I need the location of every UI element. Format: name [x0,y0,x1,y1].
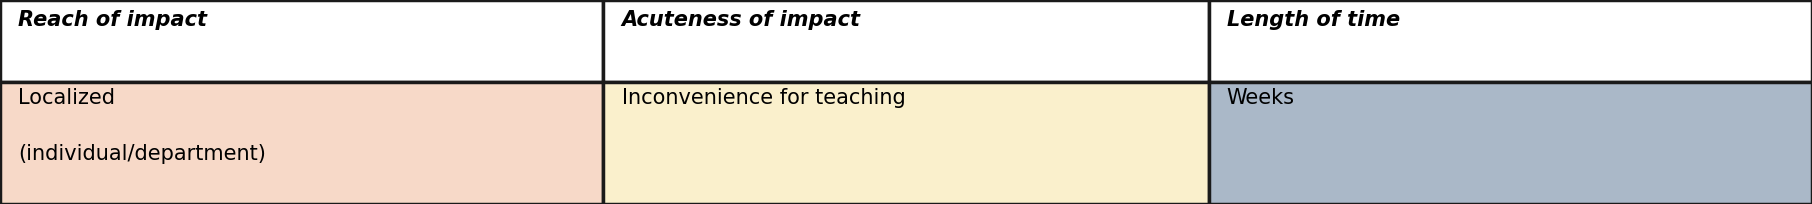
Bar [603,0,1209,82]
Text: Localized

(individual/department): Localized (individual/department) [18,88,266,164]
Bar [1209,0,1812,82]
Text: Length of time: Length of time [1227,10,1401,30]
Text: Acuteness of impact: Acuteness of impact [622,10,861,30]
Text: Reach of impact: Reach of impact [18,10,207,30]
Bar [0,0,603,82]
Text: Weeks: Weeks [1227,88,1296,108]
Bar [603,82,1209,204]
Bar [1209,82,1812,204]
Text: Inconvenience for teaching: Inconvenience for teaching [622,88,906,108]
Bar [0,82,603,204]
